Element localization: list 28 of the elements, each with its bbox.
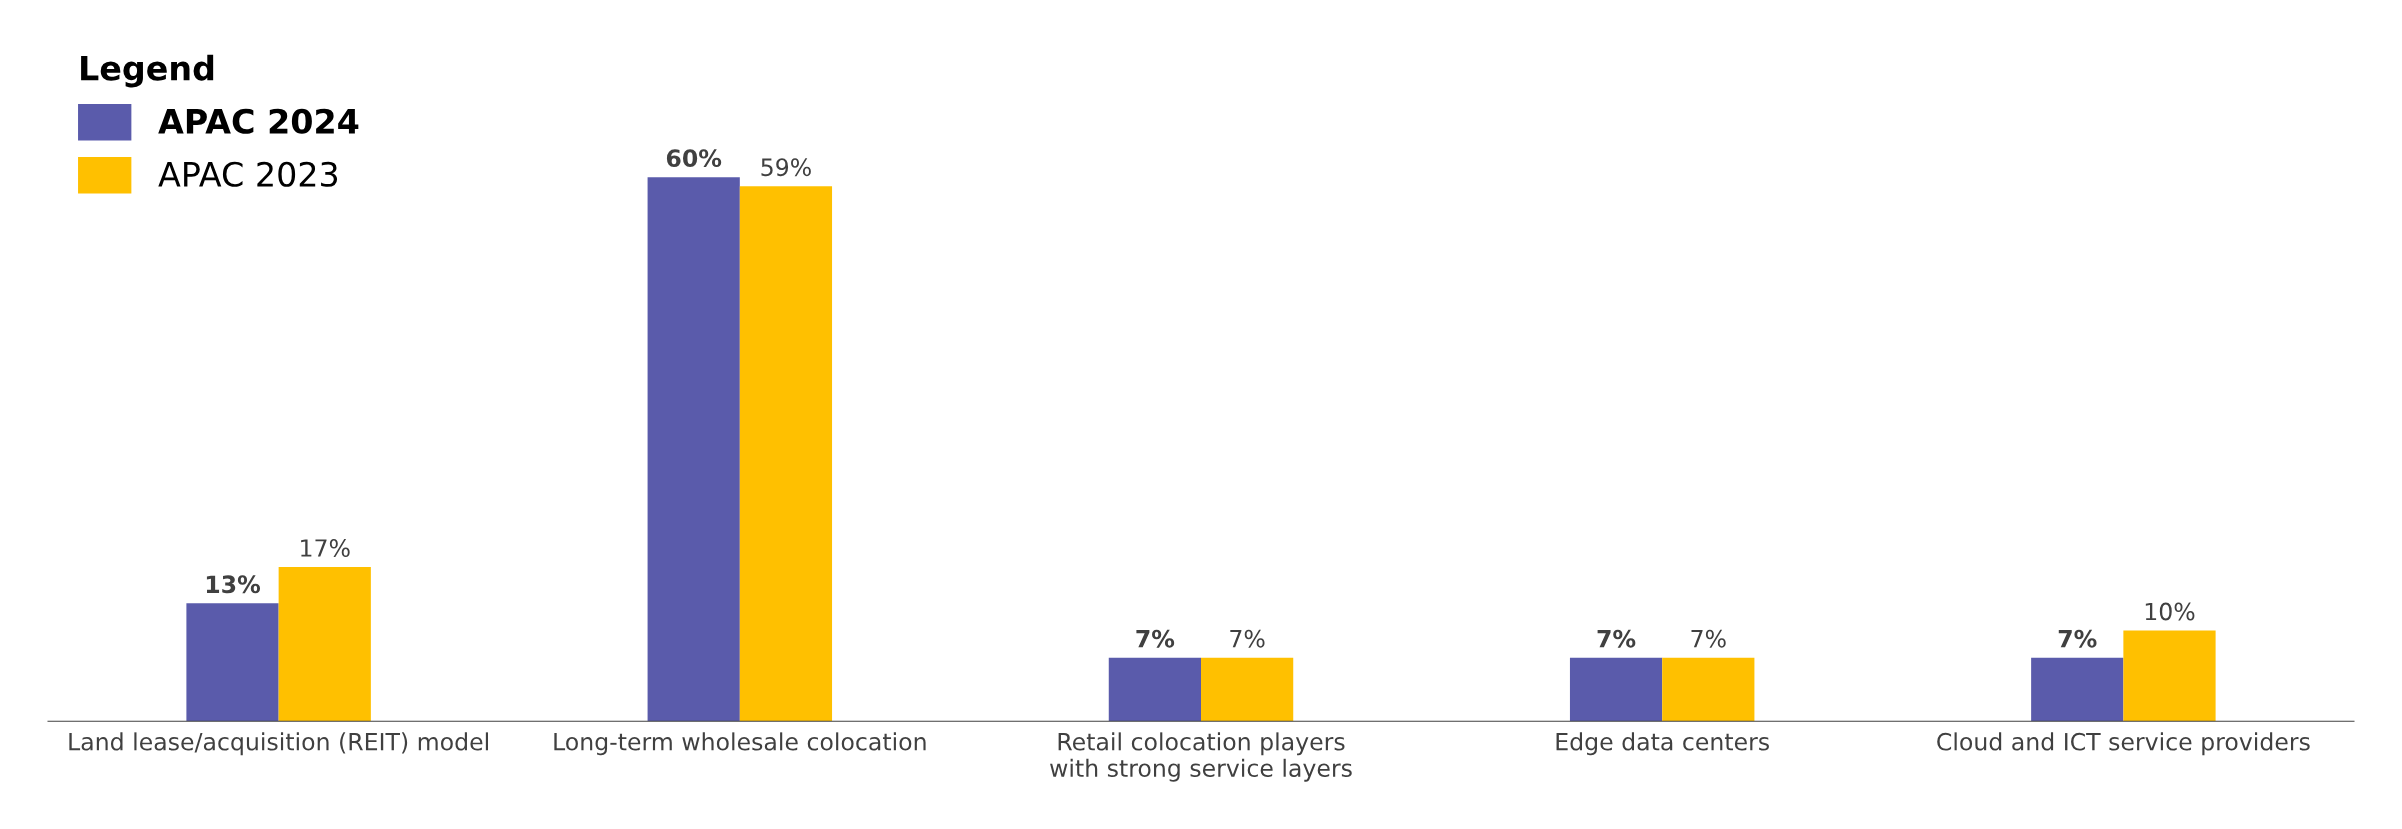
legend-title: Legend [81, 54, 214, 88]
bar [1108, 657, 1201, 722]
data-label: 7% [1597, 629, 1636, 648]
bar [186, 603, 279, 722]
data-label: 7% [2058, 629, 2097, 648]
legend-label: APAC 2024 [158, 108, 359, 134]
bar [2123, 630, 2216, 722]
legend-label: APAC 2023 [158, 161, 338, 187]
bar [647, 177, 740, 722]
x-tick-label: Retail colocation players with strong service layers [1050, 732, 1352, 782]
bar [2031, 657, 2124, 722]
data-label: 7% [1136, 629, 1175, 648]
data-label: 10% [2145, 602, 2195, 621]
bar [739, 186, 833, 722]
x-tick-label: Long-term wholesale colocation [554, 732, 926, 756]
data-label: 7% [1230, 629, 1265, 648]
bar [1569, 657, 1663, 722]
bar [278, 567, 371, 722]
data-label: 13% [206, 575, 261, 594]
bar [1662, 657, 1755, 722]
data-label: 60% [666, 149, 722, 168]
x-tick-label: Edge data centers [1556, 732, 1769, 756]
bar [1201, 657, 1294, 722]
data-label: 59% [761, 158, 811, 177]
data-label: 17% [301, 539, 350, 557]
x-tick-label: Land lease/acquisition (REIT) model [69, 732, 488, 756]
x-tick-label: Cloud and ICT service providers [1937, 732, 2310, 756]
data-label: 7% [1691, 629, 1726, 648]
